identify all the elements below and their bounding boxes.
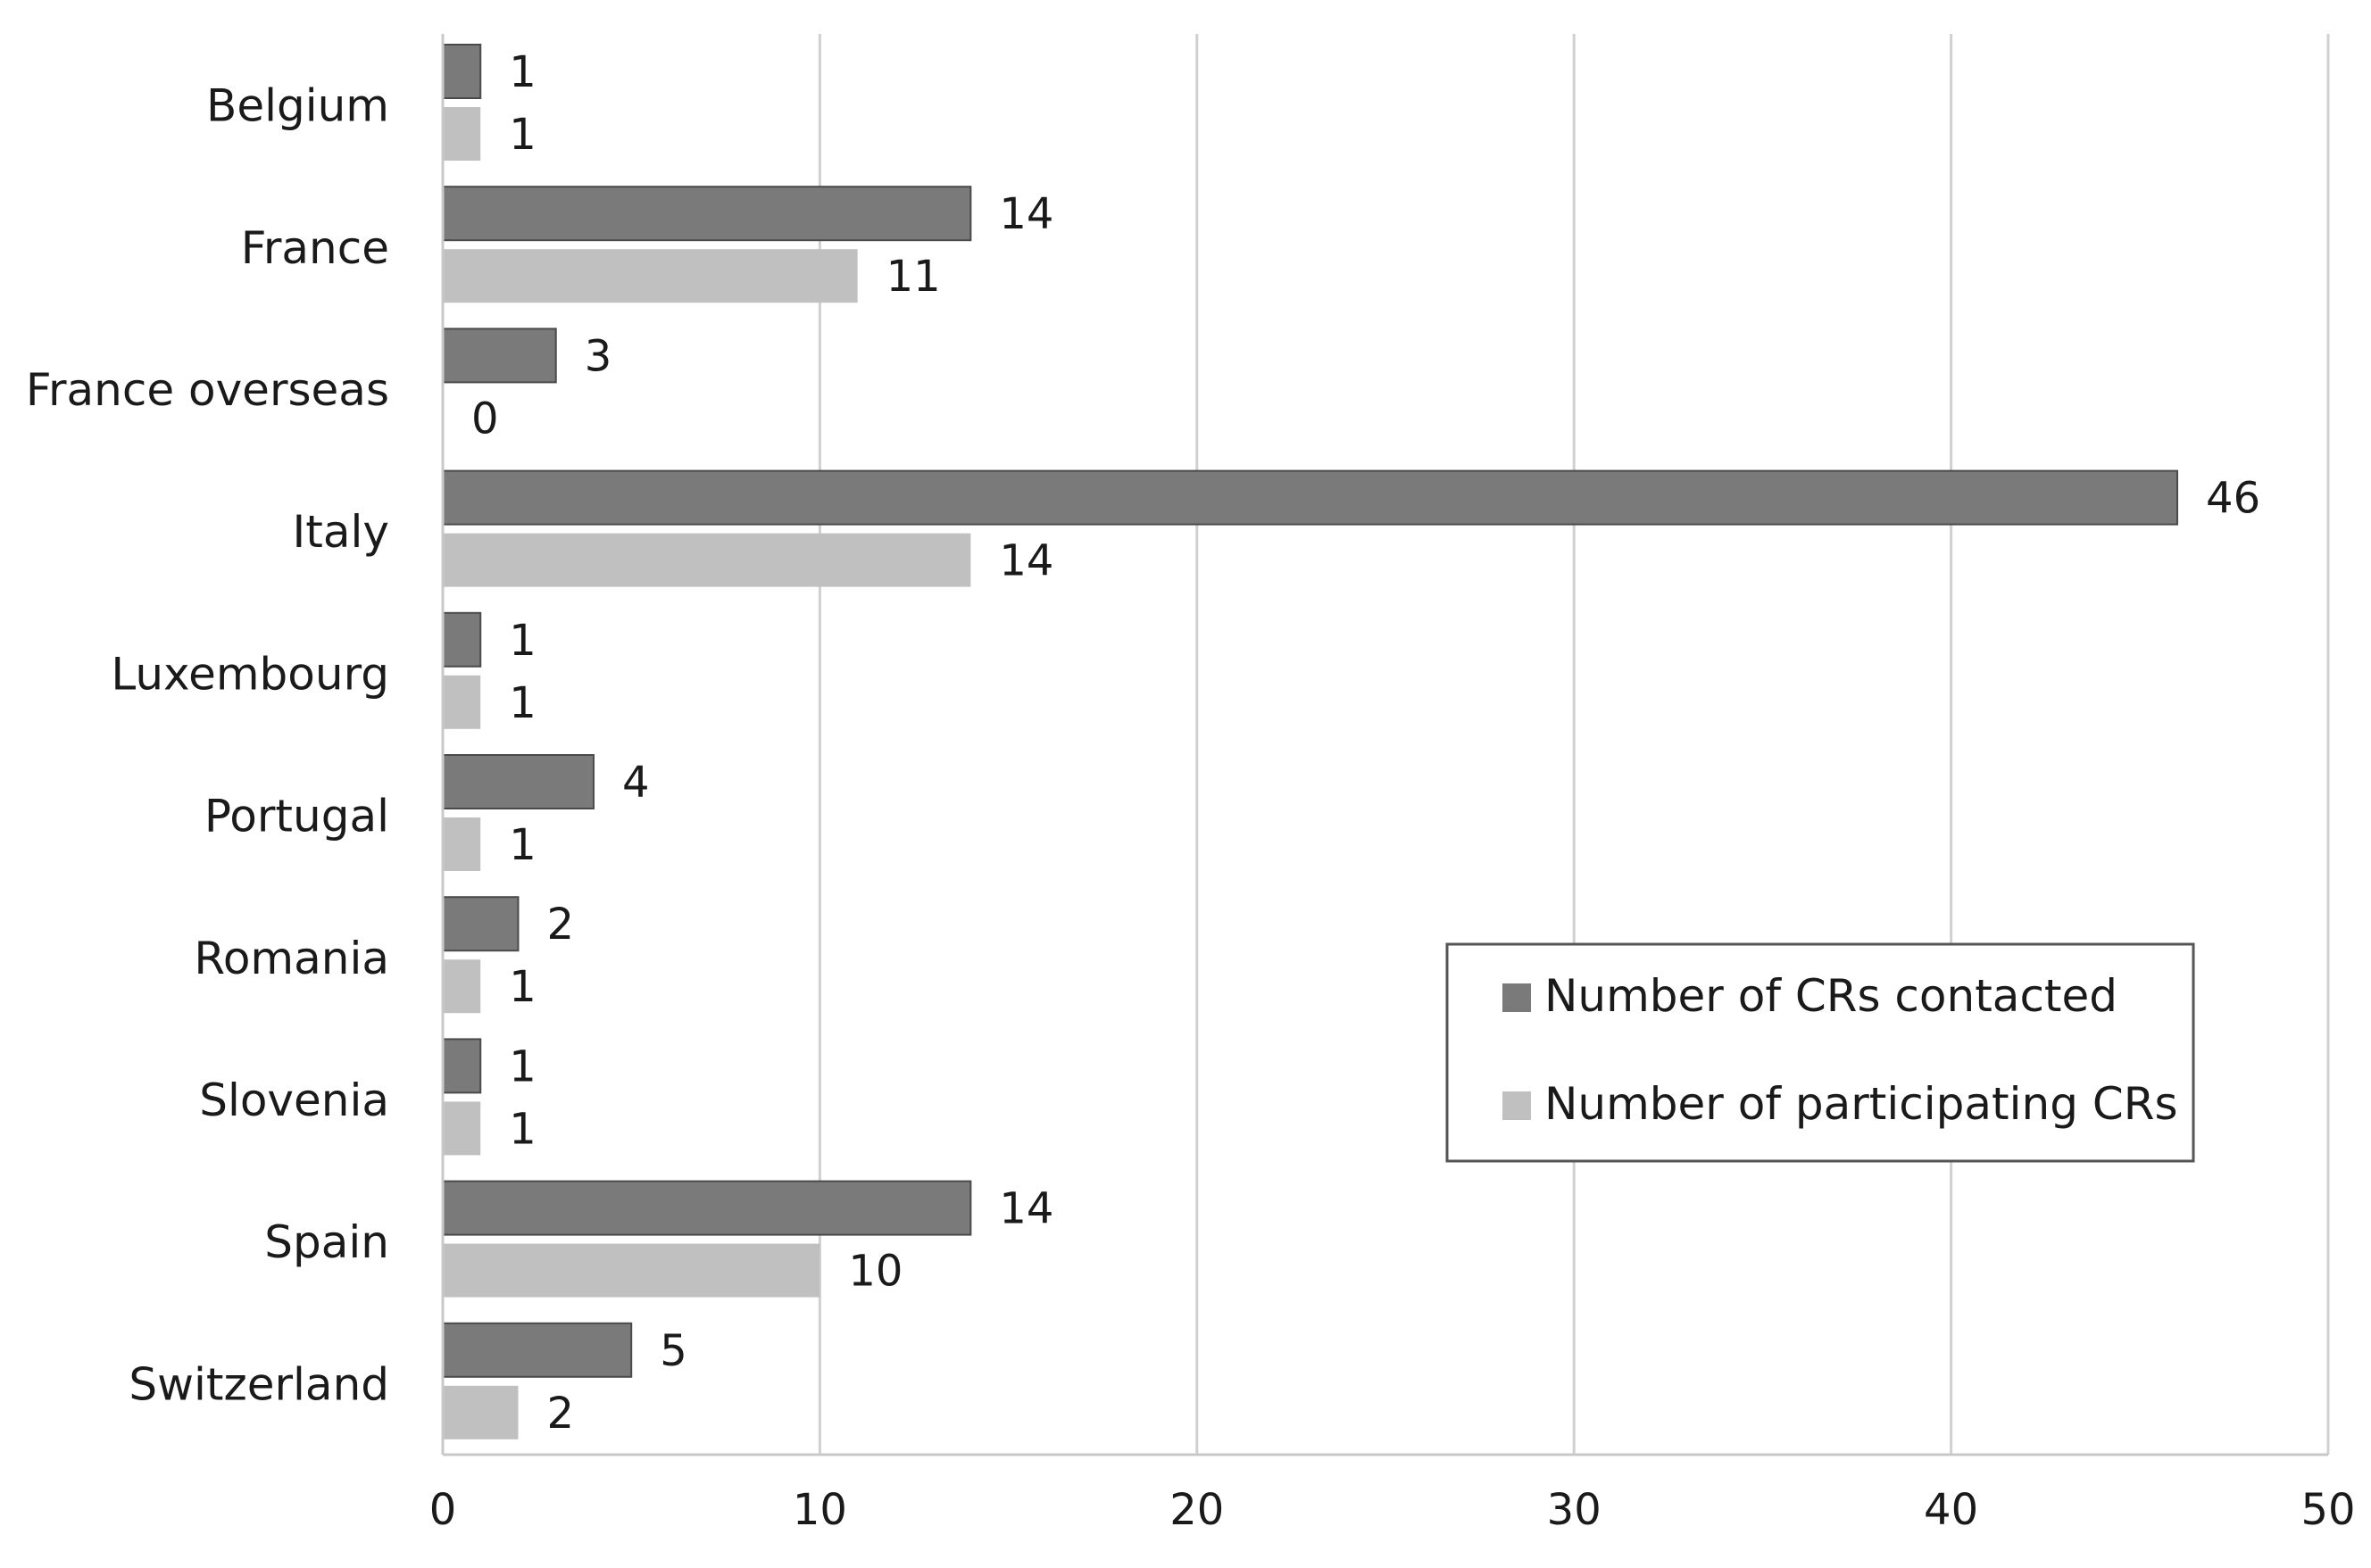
data-label-contacted-italy: 46: [2206, 474, 2260, 524]
category-label-portugal: Portugal: [204, 791, 389, 842]
x-tick-label-10: 10: [793, 1485, 847, 1535]
bar-participating-luxembourg: [443, 675, 481, 729]
data-label-contacted-romania: 2: [546, 900, 574, 950]
x-tick-label-30: 30: [1547, 1485, 1601, 1535]
category-label-luxembourg: Luxembourg: [111, 648, 389, 700]
legend-swatch-participating: [1502, 1091, 1531, 1120]
legend-label-participating: Number of participating CRs: [1544, 1078, 2178, 1130]
bar-contacted-belgium: [442, 44, 482, 99]
category-label-france-overseas: France overseas: [26, 364, 389, 416]
bar-participating-switzerland: [443, 1385, 519, 1439]
bar-contacted-romania: [442, 896, 520, 952]
category-label-spain: Spain: [264, 1216, 389, 1268]
bar-contacted-luxembourg: [442, 611, 482, 668]
data-label-participating-switzerland: 2: [546, 1389, 574, 1439]
bar-participating-spain: [443, 1243, 820, 1298]
x-tick-label-50: 50: [2300, 1485, 2355, 1535]
bar-contacted-italy: [442, 469, 2179, 526]
legend-box: [1445, 942, 2195, 1163]
bar-contacted-portugal: [442, 754, 595, 809]
category-label-italy: Italy: [293, 506, 389, 558]
data-label-participating-italy: 14: [999, 536, 1053, 586]
bar-participating-romania: [443, 959, 481, 1014]
bar-participating-portugal: [443, 817, 481, 871]
legend-label-contacted: Number of CRs contacted: [1544, 970, 2117, 1022]
data-label-contacted-switzerland: 5: [660, 1326, 687, 1376]
category-label-switzerland: Switzerland: [129, 1358, 389, 1410]
bar-contacted-switzerland: [442, 1322, 633, 1378]
bar-contacted-spain: [442, 1180, 972, 1236]
x-tick-label-20: 20: [1169, 1485, 1224, 1535]
data-label-contacted-france: 14: [999, 189, 1053, 239]
data-label-contacted-belgium: 1: [509, 47, 537, 97]
bars: [442, 44, 2179, 1439]
bar-participating-france: [443, 249, 858, 303]
category-label-belgium: Belgium: [206, 80, 389, 132]
data-label-participating-luxembourg: 1: [509, 678, 537, 728]
legend-swatch-contacted: [1502, 983, 1531, 1012]
bar-participating-belgium: [443, 107, 481, 161]
x-tick-label-0: 0: [429, 1485, 457, 1535]
data-label-participating-romania: 1: [509, 962, 537, 1012]
bar-contacted-france: [442, 186, 972, 242]
data-label-contacted-france-overseas: 3: [585, 331, 612, 381]
bar-participating-slovenia: [443, 1101, 481, 1156]
bar-contacted-france-overseas: [442, 328, 557, 384]
data-label-participating-portugal: 1: [509, 820, 537, 870]
data-label-participating-france: 11: [886, 252, 941, 302]
data-label-participating-spain: 10: [848, 1247, 903, 1297]
data-label-participating-belgium: 1: [509, 110, 537, 160]
data-label-participating-slovenia: 1: [509, 1104, 537, 1154]
axes: [441, 34, 2328, 1456]
bar-contacted-slovenia: [442, 1038, 482, 1094]
category-label-romania: Romania: [194, 933, 389, 984]
data-label-participating-france-overseas: 0: [471, 394, 499, 444]
data-label-contacted-luxembourg: 1: [509, 616, 537, 666]
category-label-slovenia: Slovenia: [199, 1074, 389, 1126]
legend: Number of CRs contacted Number of partic…: [1445, 942, 2195, 1163]
data-label-contacted-slovenia: 1: [509, 1041, 537, 1091]
data-label-contacted-portugal: 4: [622, 758, 650, 808]
bar-participating-italy: [443, 533, 971, 587]
gridlines: [818, 34, 2330, 1455]
x-tick-label-40: 40: [1924, 1485, 1978, 1535]
data-label-contacted-spain: 14: [999, 1184, 1053, 1234]
category-label-france: France: [241, 222, 389, 274]
